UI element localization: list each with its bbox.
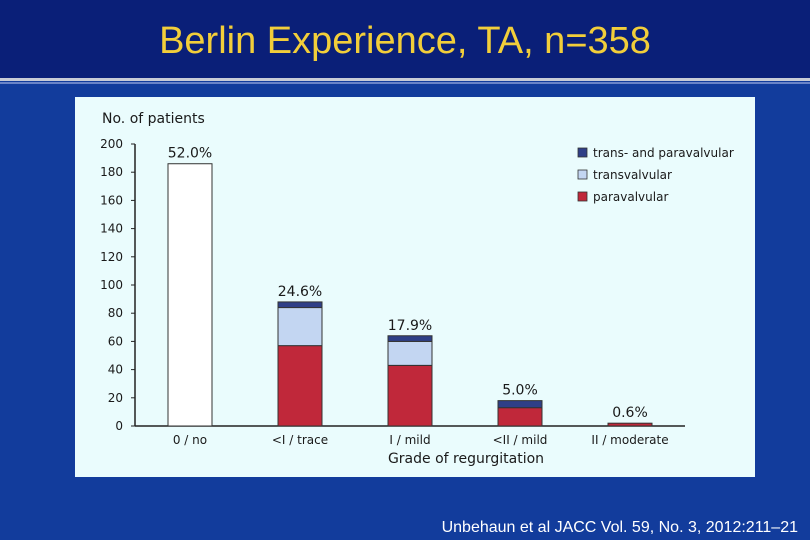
y-tick-label: 120 — [100, 250, 123, 264]
percent-label: 17.9% — [388, 318, 432, 334]
x-axis-title: Grade of regurgitation — [388, 451, 544, 467]
x-tick-label: <I / trace — [272, 433, 328, 447]
y-tick-label: 40 — [108, 363, 123, 377]
chart-panel: 0 20 40 60 80 100 120 140 160 180 200 No. of patien… — [75, 97, 755, 477]
bar-paravalvular — [607, 422, 653, 427]
y-tick-label: 60 — [108, 334, 123, 348]
y-tick-label: 200 — [100, 137, 123, 151]
regurgitation-bar-chart: 0 20 40 60 80 100 120 140 160 180 200 No. of patien… — [100, 111, 734, 467]
bar-transvalvular — [277, 307, 323, 347]
y-tick-label: 100 — [100, 278, 123, 292]
legend-swatch — [577, 169, 588, 180]
y-tick-label: 0 — [115, 419, 123, 433]
slide-title: Berlin Experience, TA, n=358 — [159, 20, 651, 62]
y-tick-label: 20 — [108, 391, 123, 405]
x-tick-label: II / moderate — [591, 433, 668, 447]
bar-paravalvular — [387, 364, 433, 427]
x-tick-label: I / mild — [389, 433, 430, 447]
bar-no-regurgitation — [167, 163, 213, 427]
x-tick-label: 0 / no — [173, 433, 207, 447]
y-tick-label: 80 — [108, 306, 123, 320]
bar-trans-and-paravalvular — [277, 301, 323, 309]
bar-paravalvular — [497, 407, 543, 427]
percent-label: 5.0% — [502, 383, 538, 399]
percent-label: 52.0% — [168, 146, 212, 162]
citation: Unbehaun et al JACC Vol. 59, No. 3, 2012… — [441, 519, 798, 536]
legend-swatch — [577, 191, 588, 202]
percent-label: 0.6% — [612, 405, 648, 421]
y-tick-label: 180 — [100, 165, 123, 179]
y-tick-label: 140 — [100, 222, 123, 236]
y-tick-label: 160 — [100, 193, 123, 207]
title-divider — [0, 82, 810, 84]
legend-swatch — [577, 147, 588, 158]
bar-transvalvular — [387, 340, 433, 366]
y-axis-title: No. of patients — [102, 111, 205, 127]
legend-label: paravalvular — [593, 190, 668, 204]
title-bar: Berlin Experience, TA, n=358 — [0, 0, 810, 81]
legend-label: transvalvular — [593, 168, 672, 182]
bar-paravalvular — [277, 345, 323, 427]
bar-trans-and-paravalvular — [497, 400, 543, 409]
bar-trans-and-paravalvular — [387, 335, 433, 342]
percent-label: 24.6% — [278, 284, 322, 300]
x-tick-label: <II / mild — [493, 433, 548, 447]
legend-label: trans- and paravalvular — [593, 146, 734, 160]
